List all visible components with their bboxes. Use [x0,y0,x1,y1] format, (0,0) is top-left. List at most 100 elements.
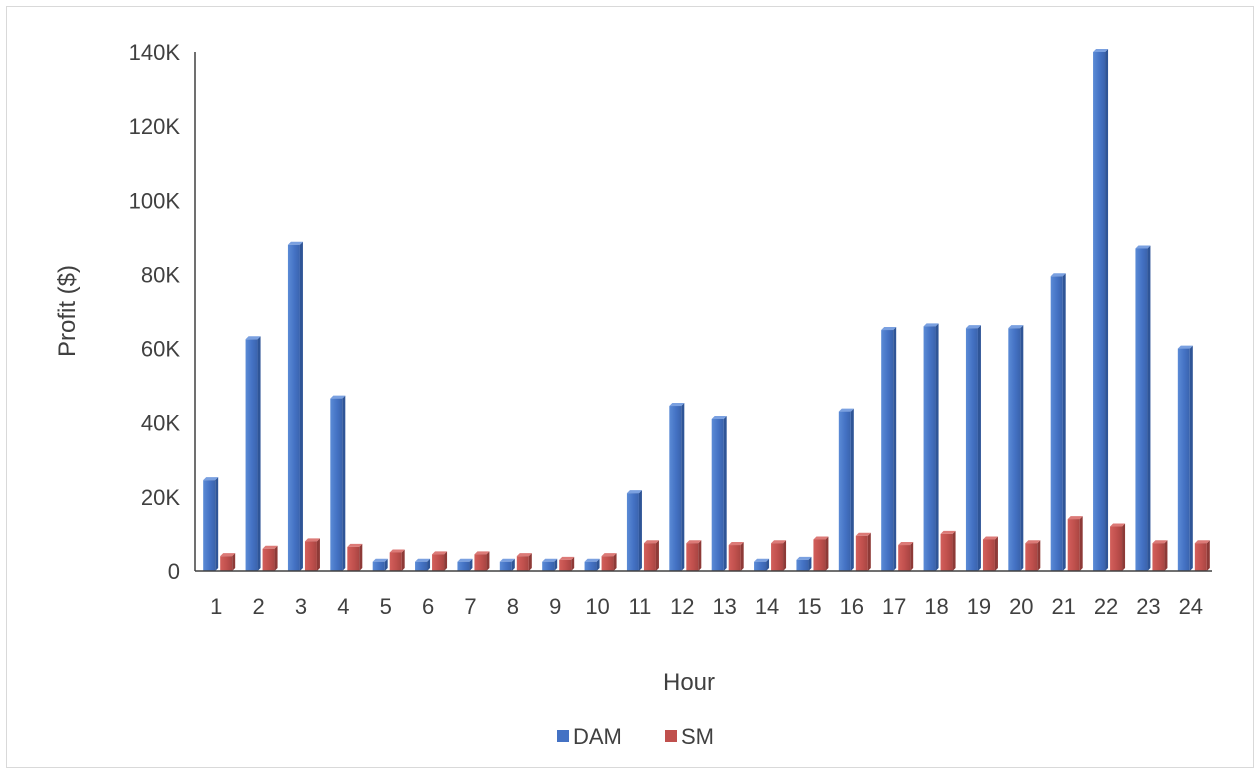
y-tick-label: 140K [129,40,181,65]
bar-front-face [855,535,868,571]
y-tick-label: 0 [168,559,180,584]
bar-dam [457,558,473,571]
x-tick-label: 15 [797,594,821,619]
bar-side-face [1122,523,1126,571]
bar-side-face [469,558,473,571]
bar-top-face [389,549,405,553]
bar-sm [516,553,532,571]
bar-front-face [1110,526,1123,571]
bar-front-face [415,561,428,571]
bar-front-face [220,556,233,571]
bar-top-face [711,416,727,420]
bar-sm [1152,540,1168,571]
bar-front-face [1152,543,1165,571]
bar-top-face [457,558,473,562]
x-tick-label: 5 [380,594,392,619]
bar-front-face [686,543,699,571]
bar-front-face [1008,328,1021,571]
bar-sm [601,553,617,571]
bar-front-face [559,559,572,571]
bar-front-face [771,543,784,571]
bar-side-face [596,558,600,571]
bar-top-face [626,490,642,494]
y-tick-label: 40K [141,411,180,436]
x-tick-label: 10 [585,594,609,619]
bar-side-face [359,543,363,571]
bar-front-face [838,411,851,571]
bar-dam [415,558,431,571]
bar-front-face [643,543,656,571]
bar-top-face [1025,540,1041,544]
bar-front-face [711,419,724,571]
bar-dam [754,558,770,571]
bar-dam [203,477,219,571]
bar-front-face [457,561,470,571]
x-tick-label: 12 [670,594,694,619]
bar-top-face [601,553,617,557]
bar-front-face [881,330,894,571]
bar-dam [1177,345,1193,571]
bar-front-face [1177,348,1190,571]
bar-side-face [723,416,727,571]
y-tick-label: 20K [141,485,180,510]
bar-dam [584,558,600,571]
bar-front-face [262,548,275,571]
bar-sm [982,536,998,571]
bar-front-face [796,559,809,571]
bar-front-face [669,406,682,571]
bar-sm [940,530,956,571]
x-tick-label: 18 [924,594,948,619]
bar-top-face [643,540,659,544]
bar-sm [1194,540,1210,571]
chart-frame [6,6,1254,768]
bar-top-face [669,403,685,407]
y-tick-label: 120K [129,114,181,139]
bar-sm [304,538,320,571]
bar-sm [813,536,829,571]
x-tick-label: 24 [1179,594,1203,619]
bar-side-face [342,395,346,571]
bar-top-face [1050,273,1066,277]
bar-dam [287,241,303,571]
bar-sm [643,540,659,571]
bar-top-face [754,558,770,562]
bar-dam [838,408,854,571]
x-tick-label: 19 [967,594,991,619]
bar-side-face [1037,540,1041,571]
bar-top-face [372,558,388,562]
bar-dam [542,558,558,571]
bar-side-face [808,556,812,571]
x-tick-label: 1 [210,594,222,619]
bar-front-face [432,554,445,571]
bar-front-face [626,493,639,571]
bar-side-face [257,336,261,571]
bar-side-face [613,553,617,571]
bar-top-face [347,543,363,547]
bar-front-face [1050,276,1063,571]
bar-dam [1093,49,1109,571]
bar-front-face [601,556,614,571]
y-tick-label: 100K [129,188,181,213]
bar-dam [245,336,261,571]
bar-top-face [855,532,871,536]
x-tick-label: 2 [252,594,264,619]
bar-sm [432,551,448,571]
bar-side-face [1164,540,1168,571]
bar-top-face [1135,245,1151,249]
bar-top-face [287,241,303,245]
bars [203,49,1210,571]
bar-front-face [474,554,487,571]
bar-side-face [1147,245,1151,571]
bar-side-face [1062,273,1066,571]
legend-swatch-dam [557,730,569,742]
bar-side-face [1105,49,1109,571]
bar-dam [965,325,981,571]
legend-label-dam: DAM [573,724,622,749]
bar-side-face [893,327,897,571]
legend: DAM SM [557,724,714,749]
x-axis-title: Hour [663,669,715,696]
bar-top-face [584,558,600,562]
bar-top-face [1177,345,1193,349]
bar-side-face [740,542,744,571]
